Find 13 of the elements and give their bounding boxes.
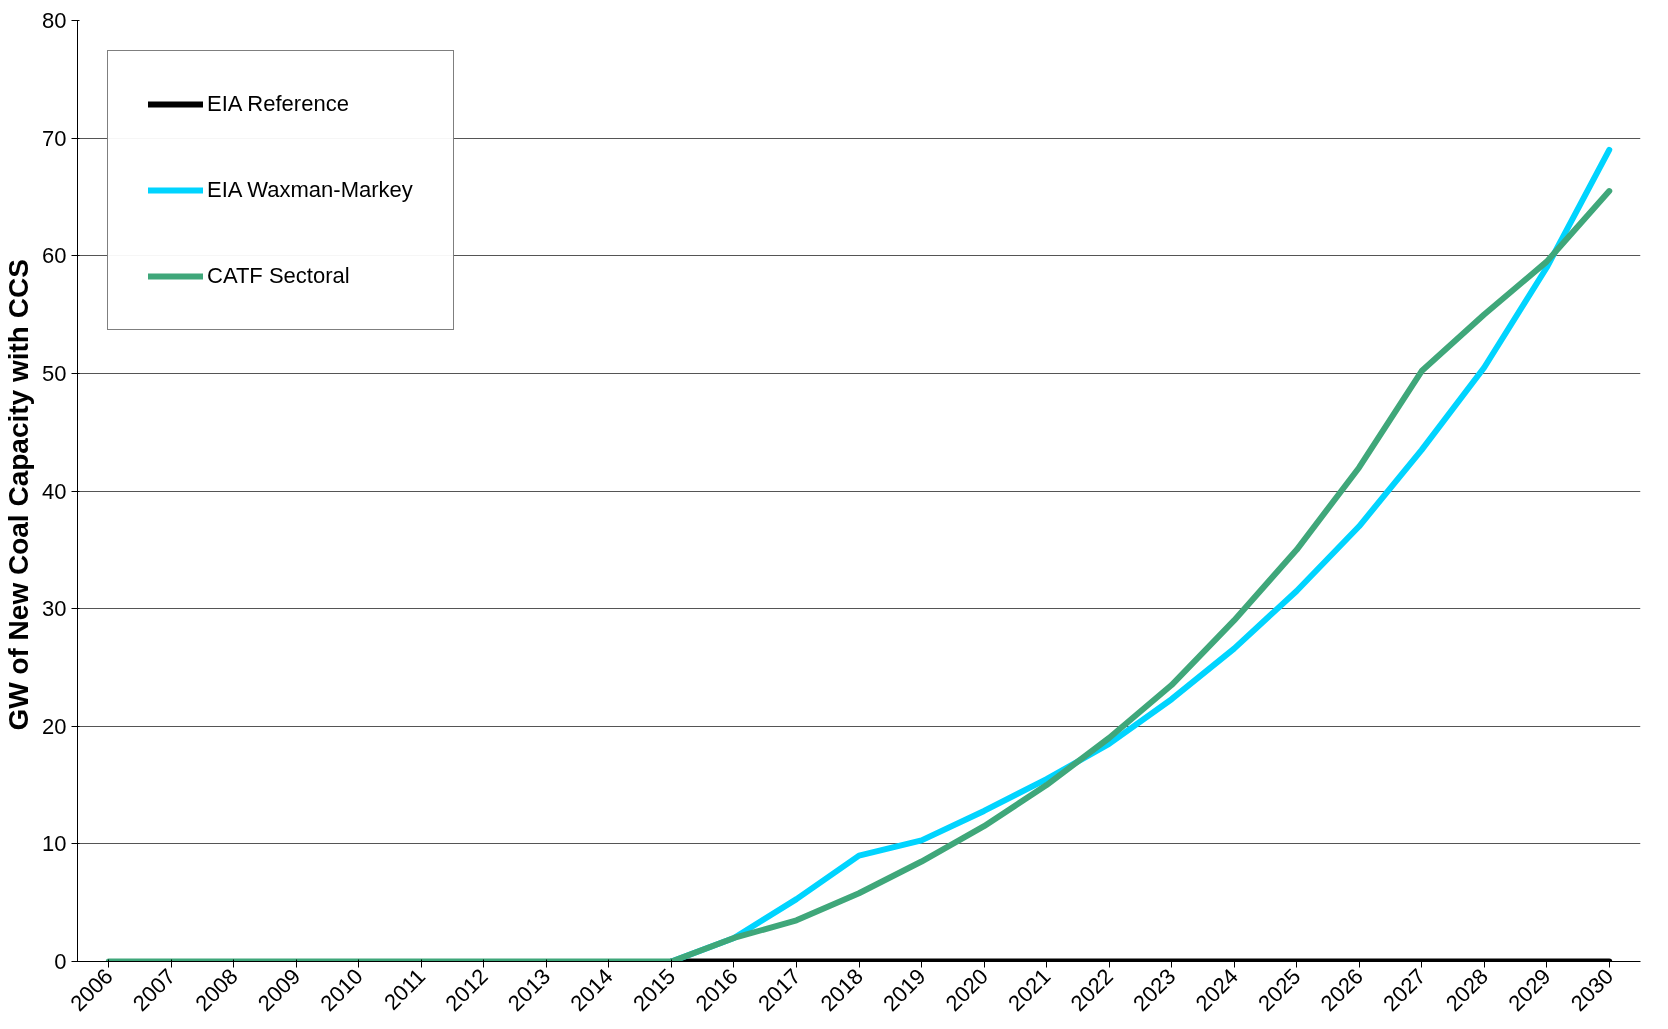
legend-label: CATF Sectoral (207, 263, 350, 289)
y-tick-label: 40 (42, 478, 67, 504)
legend-label: EIA Reference (207, 91, 349, 117)
y-tick-label: 20 (42, 713, 67, 739)
y-tick-label: 0 (54, 949, 67, 974)
legend-label: EIA Waxman-Markey (207, 177, 413, 203)
y-tick-label: 70 (42, 125, 67, 151)
y-tick-label: 10 (42, 831, 67, 857)
y-tick-label: 30 (42, 596, 67, 622)
y-axis-title: GW of New Coal Capacity with CCS (3, 259, 35, 731)
y-tick-label: 50 (42, 360, 67, 386)
y-tick-label: 60 (42, 243, 67, 269)
y-tick-label: 80 (42, 8, 67, 33)
